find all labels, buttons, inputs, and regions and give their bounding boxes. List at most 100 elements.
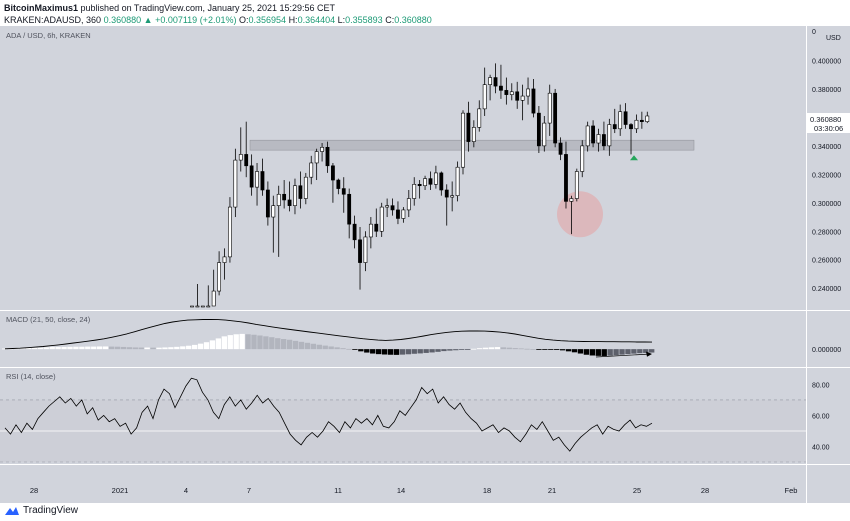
macd-histogram-bar: [381, 349, 388, 355]
macd-histogram-bar: [328, 346, 334, 350]
macd-histogram-bar: [536, 349, 542, 350]
candle-body: [423, 178, 427, 187]
tradingview-logo-icon: [5, 506, 19, 515]
macd-histogram-bar: [476, 348, 483, 350]
candle-body: [303, 176, 308, 199]
candle-body: [542, 122, 547, 147]
candle-body: [509, 91, 514, 95]
candle-body: [591, 125, 595, 144]
macd-histogram-bar: [186, 345, 192, 350]
candle-body: [244, 154, 249, 167]
candle-body: [293, 185, 297, 206]
macd-histogram-bar: [559, 349, 566, 351]
candle-body: [488, 77, 493, 85]
candle-body: [358, 239, 362, 263]
macd-divergence-arrow: [595, 353, 652, 358]
candle-body: [217, 262, 222, 292]
high-value: 0.364404: [297, 15, 336, 25]
macd-histogram-bar: [423, 349, 429, 353]
macd-histogram-bar: [227, 335, 233, 350]
macd-histogram-bar: [429, 349, 435, 353]
macd-histogram-bar: [595, 349, 601, 356]
macd-histogram-bar: [322, 345, 328, 350]
macd-histogram-bar: [275, 338, 281, 350]
candle-body: [499, 85, 503, 91]
macd-histogram-bar: [577, 349, 584, 354]
macd-histogram-bar: [43, 347, 49, 350]
candle-body: [612, 124, 617, 130]
up-arrow-marker: [630, 155, 638, 161]
macd-histogram-bar: [637, 349, 643, 354]
macd-histogram-bar: [162, 347, 168, 350]
candle-body: [401, 209, 406, 219]
high-label: H:: [288, 15, 298, 25]
macd-histogram-bar: [257, 335, 263, 350]
candle-body: [368, 223, 373, 238]
candle-body: [309, 162, 314, 178]
macd-histogram-bar: [138, 347, 144, 350]
candle-body: [639, 119, 644, 122]
macd-histogram-bar: [399, 349, 406, 355]
published-info: published on TradingView.com, January 25…: [80, 3, 336, 13]
macd-histogram-bar: [405, 349, 412, 355]
time-tick-label: 18: [483, 486, 491, 495]
macd-histogram-bar: [73, 346, 79, 350]
candle-body: [320, 146, 324, 152]
candle-body: [596, 134, 601, 144]
candle-body: [374, 223, 379, 232]
price-tick-label: 0.320000: [812, 172, 841, 179]
candle-body: [249, 165, 254, 188]
macd-histogram-bar: [286, 339, 293, 350]
macd-histogram-bar: [2, 348, 8, 350]
macd-histogram-bar: [298, 341, 305, 350]
macd-histogram-bar: [358, 349, 364, 352]
macd-histogram-bar: [613, 349, 619, 356]
candle-body: [645, 115, 650, 122]
candle-body: [574, 171, 579, 199]
macd-histogram-bar: [281, 339, 287, 350]
candle-body: [564, 154, 568, 202]
macd-histogram-bar: [370, 349, 376, 354]
bar-countdown: 03:30:06: [814, 124, 843, 133]
candle-body: [536, 112, 541, 147]
macd-histogram-bar: [565, 349, 572, 352]
publisher-username[interactable]: BitcoinMaximus1: [4, 3, 79, 13]
macd-histogram-bar: [292, 340, 299, 350]
candle-body: [195, 305, 200, 308]
macd-histogram-bar: [215, 338, 222, 350]
candle-body: [206, 305, 211, 308]
price-pane-title: ADA / USD, 6h, KRAKEN: [6, 31, 91, 40]
candle-body: [547, 92, 552, 124]
macd-histogram-bar: [79, 346, 85, 350]
macd-divergence-arrowhead: [646, 351, 652, 357]
candle-body: [341, 188, 346, 195]
time-tick-label: Feb: [785, 486, 798, 495]
open-value: 0.356954: [248, 15, 287, 25]
chart-area[interactable]: 0.240000 0.260000 0.280000 0.300000 0.320000…: [0, 26, 850, 503]
macd-histogram-bar: [55, 346, 61, 350]
macd-histogram-bar: [417, 349, 423, 354]
macd-histogram-bar: [465, 349, 471, 350]
right-axis-bg: [806, 26, 850, 503]
macd-histogram-bar: [85, 346, 91, 350]
macd-histogram-bar: [97, 346, 103, 350]
last-price-tag: 0.360880: [810, 115, 841, 124]
macd-histogram-bar: [221, 336, 227, 350]
rsi-tick-label: 60.00: [812, 413, 830, 420]
tradingview-footer[interactable]: TradingView: [5, 505, 78, 516]
macd-histogram-bar: [625, 349, 631, 355]
time-tick-label: 21: [548, 486, 556, 495]
macd-histogram-bar: [120, 346, 127, 350]
close-label: C:: [385, 15, 395, 25]
macd-histogram-bar: [411, 349, 417, 354]
macd-histogram-bar: [132, 347, 138, 350]
candle-body: [504, 90, 509, 95]
candle-body: [417, 184, 422, 187]
candle-body: [265, 189, 270, 218]
candle-body: [553, 92, 558, 144]
macd-histogram-bar: [494, 347, 501, 350]
price-tick-label: 0.280000: [812, 229, 841, 236]
candle-body: [314, 151, 319, 164]
candle-body: [493, 77, 498, 87]
candle-body: [428, 178, 433, 185]
